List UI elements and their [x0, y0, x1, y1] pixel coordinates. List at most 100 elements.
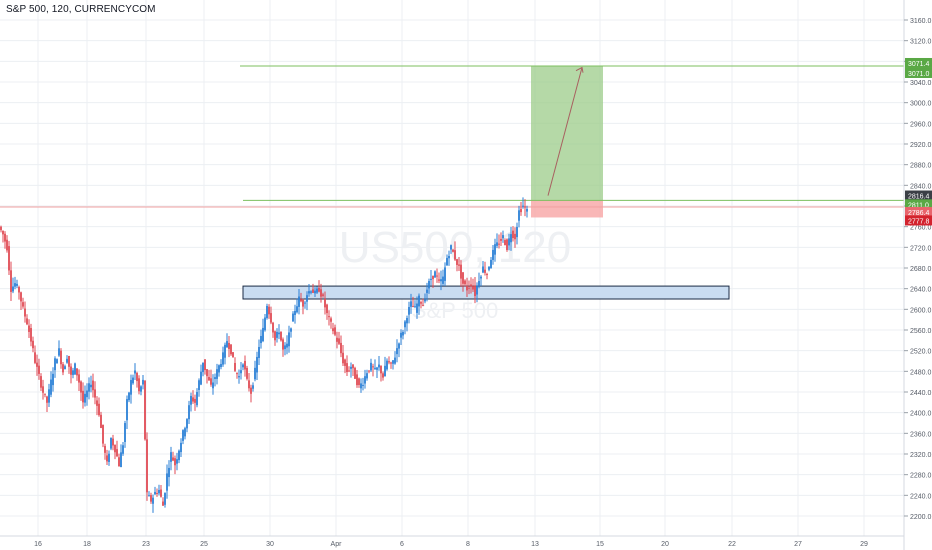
candle-body	[346, 363, 348, 373]
candle-body	[242, 364, 244, 368]
candle	[206, 369, 208, 384]
candle-body	[0, 226, 2, 231]
candle	[446, 254, 448, 266]
candle-body	[162, 501, 164, 506]
candle-body	[254, 367, 256, 380]
candle-body	[176, 459, 178, 464]
candle	[200, 364, 202, 386]
candle	[484, 261, 486, 276]
stop-tag-lower: 2777.8	[905, 215, 932, 226]
candle	[58, 340, 60, 357]
candle	[274, 330, 276, 346]
candle	[404, 320, 406, 335]
candle-body	[100, 414, 102, 428]
candle	[222, 346, 224, 367]
candle-body	[196, 392, 198, 406]
candle	[106, 449, 108, 466]
candle-body	[502, 235, 504, 239]
candle	[46, 395, 48, 412]
candle	[436, 268, 438, 283]
stop-tag-lower-text: 2777.8	[908, 218, 930, 225]
candle	[110, 437, 112, 451]
candle	[116, 440, 118, 458]
candle-body	[362, 384, 364, 386]
candle-body	[304, 302, 306, 304]
candle-body	[46, 396, 48, 403]
candle-body	[452, 249, 454, 252]
candle-body	[88, 383, 90, 392]
candle-body	[316, 288, 318, 293]
candle-body	[272, 322, 274, 333]
x-tick-label: 30	[266, 541, 274, 548]
candle	[268, 304, 270, 319]
candle-body	[194, 398, 196, 403]
candle-body	[350, 366, 352, 369]
candle-body	[298, 296, 300, 307]
candle	[50, 371, 52, 398]
candle-body	[420, 302, 422, 304]
candle	[48, 383, 50, 408]
candle-body	[222, 352, 224, 365]
candle-body	[490, 259, 492, 269]
candle-body	[480, 276, 482, 279]
candle-body	[96, 400, 98, 406]
y-tick-label: 2600.0	[910, 307, 932, 314]
stop-tag-upper: 2786.4	[905, 207, 932, 218]
candle-body	[188, 405, 190, 420]
candle	[324, 291, 326, 315]
candle-body	[114, 444, 116, 453]
candle-body	[112, 438, 114, 446]
candle	[312, 283, 314, 293]
watermark-name: S&P 500	[412, 298, 498, 323]
candle	[36, 354, 38, 376]
candle-body	[184, 428, 186, 437]
candle	[470, 277, 472, 294]
candle-body	[386, 360, 388, 370]
x-tick-label: 27	[794, 541, 802, 548]
candle	[238, 369, 240, 384]
y-tick-label: 2320.0	[910, 452, 932, 459]
candle	[486, 272, 488, 280]
candle-body	[262, 327, 264, 342]
candle-body	[236, 373, 238, 375]
candle	[326, 303, 328, 320]
candle-body	[376, 367, 378, 370]
y-tick-label: 2280.0	[910, 473, 932, 480]
candle-body	[400, 332, 402, 338]
candle	[38, 358, 40, 380]
candle	[256, 351, 258, 381]
candle	[198, 378, 200, 397]
candle	[370, 358, 372, 373]
candle	[140, 385, 142, 396]
x-tick-label: 23	[142, 541, 150, 548]
candle-body	[474, 285, 476, 297]
candle	[276, 328, 278, 343]
candle-body	[446, 257, 448, 266]
candle	[340, 335, 342, 358]
candle	[406, 315, 408, 332]
candle-body	[312, 289, 314, 293]
candle-body	[86, 390, 88, 398]
candle	[366, 369, 368, 381]
candle-body	[12, 286, 14, 292]
candle	[422, 298, 424, 307]
candle	[56, 358, 58, 364]
candle-body	[24, 308, 26, 317]
candle	[330, 316, 332, 329]
candle	[178, 449, 180, 464]
candle-body	[340, 342, 342, 354]
candle	[190, 392, 192, 412]
candle	[138, 375, 140, 395]
candle	[172, 451, 174, 462]
candle	[344, 358, 346, 374]
support-zone	[242, 285, 730, 300]
candle-body	[308, 291, 310, 294]
candle	[24, 301, 26, 323]
candle-body	[418, 295, 420, 307]
candle	[156, 488, 158, 497]
candle-body	[234, 362, 236, 371]
x-tick-label: 15	[596, 541, 604, 548]
candle-body	[172, 457, 174, 461]
